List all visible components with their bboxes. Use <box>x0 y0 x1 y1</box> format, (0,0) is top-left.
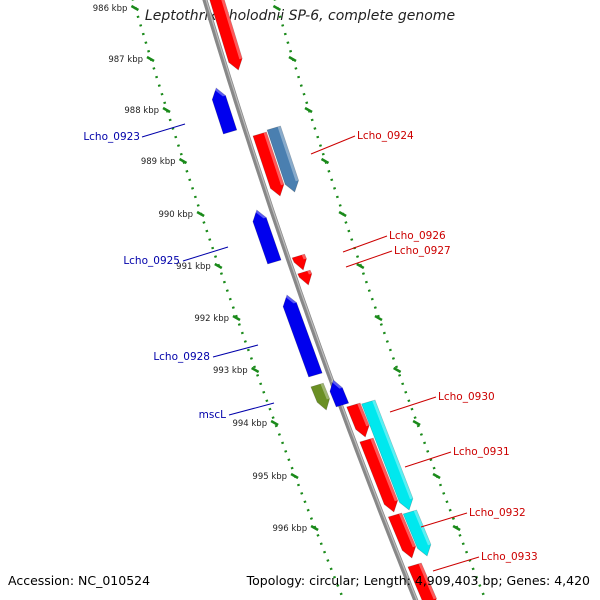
tick-mark-right <box>356 262 365 270</box>
genome-summary-text: Topology: circular; Length: 4,909,403 bp… <box>246 573 590 588</box>
guide-line-right <box>273 0 487 600</box>
gene-arrow-cyan-a[interactable] <box>361 399 414 511</box>
label-leader-line <box>141 123 186 138</box>
tick-label: 989 kbp <box>141 157 176 167</box>
gene-label[interactable]: Lcho_0933 <box>481 551 538 563</box>
gene-arrow-lcho-0931[interactable] <box>359 437 399 513</box>
tick-mark-left <box>162 106 171 114</box>
tick-mark-left <box>214 262 223 270</box>
tick-mark-left <box>251 366 260 374</box>
gene-arrow-lcho-0933[interactable] <box>407 562 437 600</box>
gene-arrow-upstream-forward[interactable] <box>204 0 243 71</box>
tick-mark-right <box>272 4 282 12</box>
tick-mark-right <box>304 106 313 114</box>
tick-mark-left <box>178 157 188 165</box>
gene-label[interactable]: Lcho_0930 <box>438 391 495 403</box>
label-leader-line <box>404 451 452 468</box>
label-leader-line <box>228 402 275 416</box>
tick-mark-left <box>270 419 279 427</box>
genome-backbone <box>202 0 419 600</box>
tick-mark-right <box>320 157 330 165</box>
label-leader-line <box>310 135 356 155</box>
gene-label[interactable]: Lcho_0932 <box>469 507 526 519</box>
tick-mark-left <box>310 524 319 532</box>
dotted-guide-lines <box>131 0 487 600</box>
label-leader-line <box>212 344 259 358</box>
gene-arrow-lcho-0932[interactable] <box>387 512 417 559</box>
backbone-line <box>202 0 419 600</box>
gene-label[interactable]: Lcho_0925 <box>123 255 180 267</box>
tick-label: 995 kbp <box>252 472 287 482</box>
label-leader-line <box>182 246 229 262</box>
gene-arrow-mscl[interactable] <box>329 379 350 408</box>
tick-mark-left <box>130 4 140 12</box>
gene-label[interactable]: Lcho_0931 <box>453 446 510 458</box>
tick-mark-right <box>393 366 402 374</box>
gene-arrow-lcho-0923[interactable] <box>211 87 238 135</box>
tick-mark-left <box>232 314 241 322</box>
label-leader-line <box>342 235 388 253</box>
gene-label[interactable]: mscL <box>199 409 226 421</box>
tick-label: 988 kbp <box>124 106 159 116</box>
gene-label[interactable]: Lcho_0923 <box>83 131 140 143</box>
tick-mark-right <box>338 210 347 218</box>
gene-arrow-lcho-0926[interactable] <box>291 253 307 271</box>
gene-arrow-lcho-0927[interactable] <box>297 269 313 286</box>
gene-arrow-lcho-0925[interactable] <box>252 209 282 265</box>
label-leader-line <box>432 556 480 572</box>
gene-arrow-lcho-0928[interactable] <box>282 294 323 378</box>
tick-label: 993 kbp <box>213 366 248 376</box>
gene-arrow-lcho-0924[interactable] <box>252 131 285 197</box>
gene-arrow-cyan-b[interactable] <box>402 509 432 557</box>
tick-label: 990 kbp <box>158 210 193 220</box>
tick-mark-right <box>452 524 461 532</box>
label-leader-line <box>389 396 437 413</box>
tick-label: 996 kbp <box>272 524 307 534</box>
gene-labels[interactable]: Lcho_0923 Lcho_0924 Lcho_0925 Lcho_0926 Lcho… <box>83 123 538 572</box>
tick-label: 991 kbp <box>176 262 211 272</box>
label-leader-line <box>420 512 468 528</box>
gene-label[interactable]: Lcho_0926 <box>389 230 446 242</box>
tick-mark-left <box>290 472 299 480</box>
accession-text: Accession: NC_010524 <box>8 573 151 588</box>
gene-arrow-mscl-green[interactable] <box>310 382 330 411</box>
tick-mark-right <box>412 419 421 427</box>
tick-label: 994 kbp <box>232 419 267 429</box>
tick-mark-right <box>288 55 297 63</box>
gene-label[interactable]: Lcho_0924 <box>357 130 414 142</box>
tick-label: 986 kbp <box>93 4 128 14</box>
tick-label: 992 kbp <box>194 314 229 324</box>
label-leader-line <box>345 250 393 268</box>
tick-mark-right <box>432 472 441 480</box>
tick-label: 987 kbp <box>108 55 143 65</box>
guide-line-left <box>131 0 345 600</box>
kbp-ticks: 986 kbp 987 kbp 988 kbp 989 kbp 990 kbp 991 k… <box>93 4 461 534</box>
gene-arrow-lcho-0924-rna[interactable] <box>266 125 299 193</box>
gene-label[interactable]: Lcho_0927 <box>394 245 451 257</box>
gene-features[interactable] <box>204 0 437 600</box>
tick-mark-left <box>196 210 205 218</box>
tick-mark-right <box>374 314 383 322</box>
gene-label[interactable]: Lcho_0928 <box>153 351 210 363</box>
gene-arrow-lcho-0930[interactable] <box>346 402 370 438</box>
backbone-highlight <box>205 0 418 600</box>
tick-mark-left <box>146 55 155 63</box>
